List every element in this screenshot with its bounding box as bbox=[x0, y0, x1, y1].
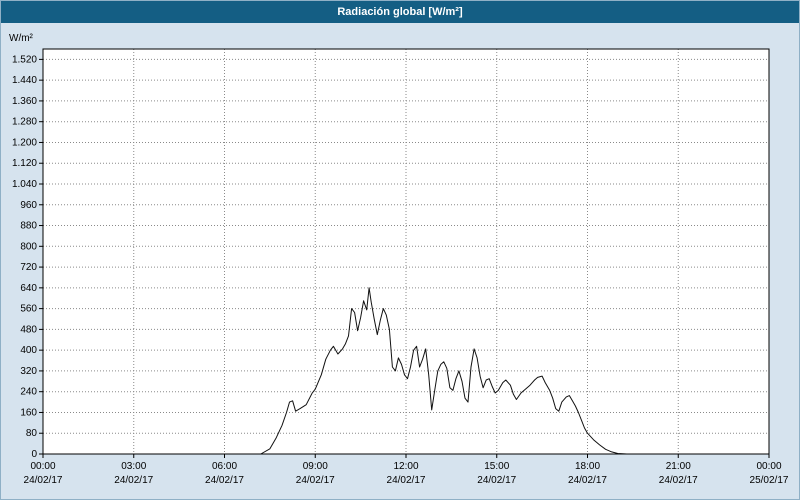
x-tick-date-label: 24/02/17 bbox=[659, 475, 698, 486]
y-tick-label: 720 bbox=[20, 262, 37, 273]
radiation-line bbox=[43, 287, 769, 455]
radiation-chart-svg: 0 80 160 240 320 400 480 560 640 720 800 880 960 1.04… bbox=[9, 33, 789, 486]
x-tick-date-label: 24/02/17 bbox=[387, 475, 426, 486]
x-tick-time-label: 03:00 bbox=[121, 461, 146, 472]
plot-area bbox=[43, 49, 769, 454]
y-tick-label: 960 bbox=[20, 200, 37, 211]
y-tick-label: 1.360 bbox=[12, 96, 37, 107]
plot-border bbox=[42, 48, 770, 455]
x-tick-date-label: 24/02/17 bbox=[114, 475, 153, 486]
x-tick-time-label: 06:00 bbox=[212, 461, 237, 472]
x-tick-time-label: 21:00 bbox=[666, 461, 691, 472]
x-tick-date-label: 24/02/17 bbox=[296, 475, 335, 486]
y-tick-label: 1.040 bbox=[12, 179, 37, 190]
y-tick-label: 80 bbox=[26, 428, 38, 439]
x-tick-time-label: 00:00 bbox=[756, 461, 781, 472]
y-tick-label: 480 bbox=[20, 324, 37, 335]
y-tick-label: 0 bbox=[31, 449, 37, 460]
y-tick-label: 240 bbox=[20, 387, 37, 398]
y-tick-label: 1.280 bbox=[12, 117, 37, 128]
x-tick-date-label: 24/02/17 bbox=[205, 475, 244, 486]
y-tick-label: 1.520 bbox=[12, 54, 37, 65]
x-tick-time-label: 15:00 bbox=[484, 461, 509, 472]
window-title: Radiación global [W/m²] bbox=[337, 6, 463, 18]
chart-panel: 0 80 160 240 320 400 480 560 640 720 800 880 960 1.04… bbox=[1, 23, 799, 499]
x-tick-date-label: 24/02/17 bbox=[568, 475, 607, 486]
x-tick-date-label: 24/02/17 bbox=[477, 475, 516, 486]
x-tick-time-label: 12:00 bbox=[393, 461, 418, 472]
y-tick-label: 800 bbox=[20, 241, 37, 252]
y-tick-label: 880 bbox=[20, 221, 37, 232]
y-axis-unit-label: W/m² bbox=[9, 33, 34, 44]
y-tick-label: 1.120 bbox=[12, 158, 37, 169]
y-tick-label: 640 bbox=[20, 283, 37, 294]
x-tick-time-label: 09:00 bbox=[303, 461, 328, 472]
y-tick-label: 1.200 bbox=[12, 137, 37, 148]
y-tick-label: 160 bbox=[20, 407, 37, 418]
x-tick-time-label: 18:00 bbox=[575, 461, 600, 472]
y-tick-label: 320 bbox=[20, 366, 37, 377]
y-tick-label: 560 bbox=[20, 304, 37, 315]
window-titlebar: Radiación global [W/m²] bbox=[1, 1, 799, 23]
x-tick-date-label: 24/02/17 bbox=[24, 475, 63, 486]
x-tick-date-label: 25/02/17 bbox=[750, 475, 789, 486]
x-tick-time-label: 00:00 bbox=[30, 461, 55, 472]
y-tick-label: 400 bbox=[20, 345, 37, 356]
y-tick-label: 1.440 bbox=[12, 75, 37, 86]
